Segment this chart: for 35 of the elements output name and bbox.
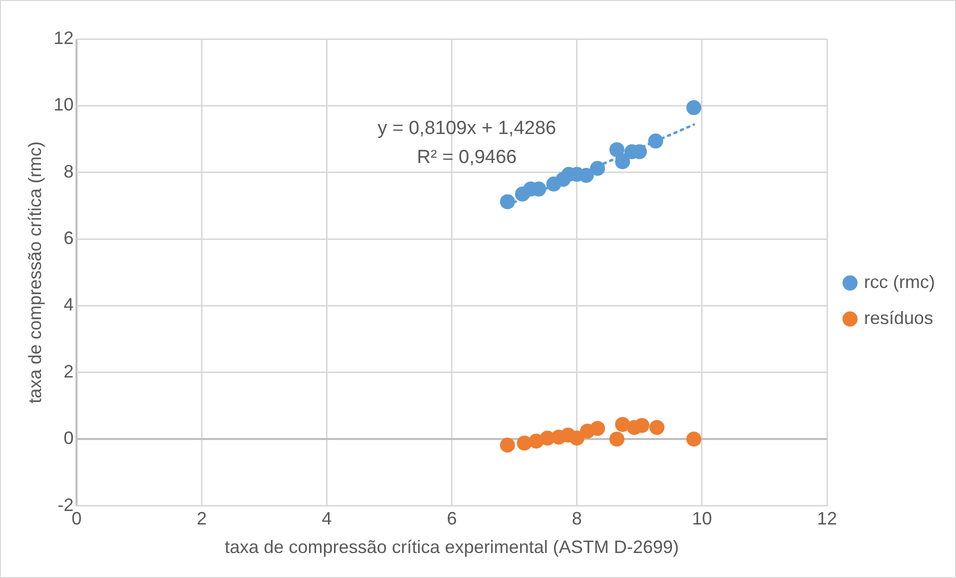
- point: [590, 420, 606, 436]
- y-axis-title: taxa de compressão crítica (rmc): [24, 141, 45, 404]
- point: [634, 418, 650, 433]
- x-tick-label: 2: [196, 508, 207, 529]
- x-tick-label: 4: [322, 508, 332, 529]
- annotation: R² = 0,9466: [416, 147, 517, 168]
- point: [615, 154, 630, 170]
- x-tick-label: 6: [446, 508, 457, 529]
- point: [686, 100, 702, 116]
- point: [609, 432, 624, 447]
- point: [649, 420, 664, 435]
- point: [648, 134, 664, 149]
- point: [569, 430, 584, 446]
- legend-label: rcc (rmc): [864, 272, 936, 292]
- y-tick-label: 12: [54, 28, 74, 48]
- x-tick-label: 10: [692, 508, 712, 529]
- point: [500, 194, 515, 210]
- y-tick-label: 4: [64, 294, 74, 315]
- point: [686, 432, 702, 447]
- x-axis-title: taxa de compressão crítica experimental (ASTM D-2699): [224, 537, 679, 558]
- point: [615, 416, 630, 432]
- y-tick-label: 10: [54, 94, 74, 115]
- legend-label: resíduos: [864, 308, 934, 328]
- point: [516, 436, 532, 451]
- y-tick-label: 0: [64, 428, 74, 448]
- y-tick-label: 6: [64, 228, 74, 248]
- point: [500, 438, 515, 453]
- y-tick-label: 8: [64, 161, 74, 182]
- y-tick-label: -2: [58, 494, 74, 515]
- x-tick-label: 12: [817, 508, 838, 529]
- point: [609, 142, 624, 158]
- y-tick-label: 2: [64, 361, 74, 382]
- annotation: y = 0,8109x + 1,4286: [378, 118, 556, 139]
- x-tick-label: 8: [572, 508, 582, 529]
- point: [590, 160, 606, 176]
